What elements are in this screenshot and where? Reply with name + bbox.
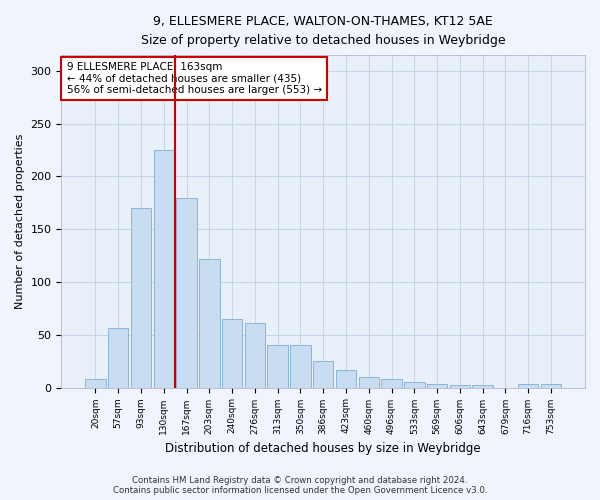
Text: 9 ELLESMERE PLACE: 163sqm
← 44% of detached houses are smaller (435)
56% of semi: 9 ELLESMERE PLACE: 163sqm ← 44% of detac… (67, 62, 322, 95)
Bar (85, 379, 106, 388)
Bar (336, 370, 356, 388)
Title: 9, ELLESMERE PLACE, WALTON-ON-THAMES, KT12 5AE
Size of property relative to deta: 9, ELLESMERE PLACE, WALTON-ON-THAMES, KT… (141, 15, 506, 47)
Y-axis label: Number of detached properties: Number of detached properties (15, 134, 25, 309)
Bar (290, 346, 311, 388)
Bar (518, 384, 538, 388)
Bar (199, 259, 220, 388)
Bar (154, 150, 174, 388)
Bar (176, 198, 197, 388)
Bar (472, 386, 493, 388)
Bar (449, 386, 470, 388)
Bar (313, 361, 334, 388)
Bar (108, 328, 128, 388)
Bar (427, 384, 448, 388)
Bar (131, 208, 151, 388)
Bar (404, 382, 425, 388)
Bar (359, 377, 379, 388)
Text: Contains HM Land Registry data © Crown copyright and database right 2024.
Contai: Contains HM Land Registry data © Crown c… (113, 476, 487, 495)
Bar (245, 323, 265, 388)
Bar (381, 379, 402, 388)
Bar (222, 319, 242, 388)
Bar (541, 384, 561, 388)
X-axis label: Distribution of detached houses by size in Weybridge: Distribution of detached houses by size … (166, 442, 481, 455)
Bar (268, 346, 288, 388)
